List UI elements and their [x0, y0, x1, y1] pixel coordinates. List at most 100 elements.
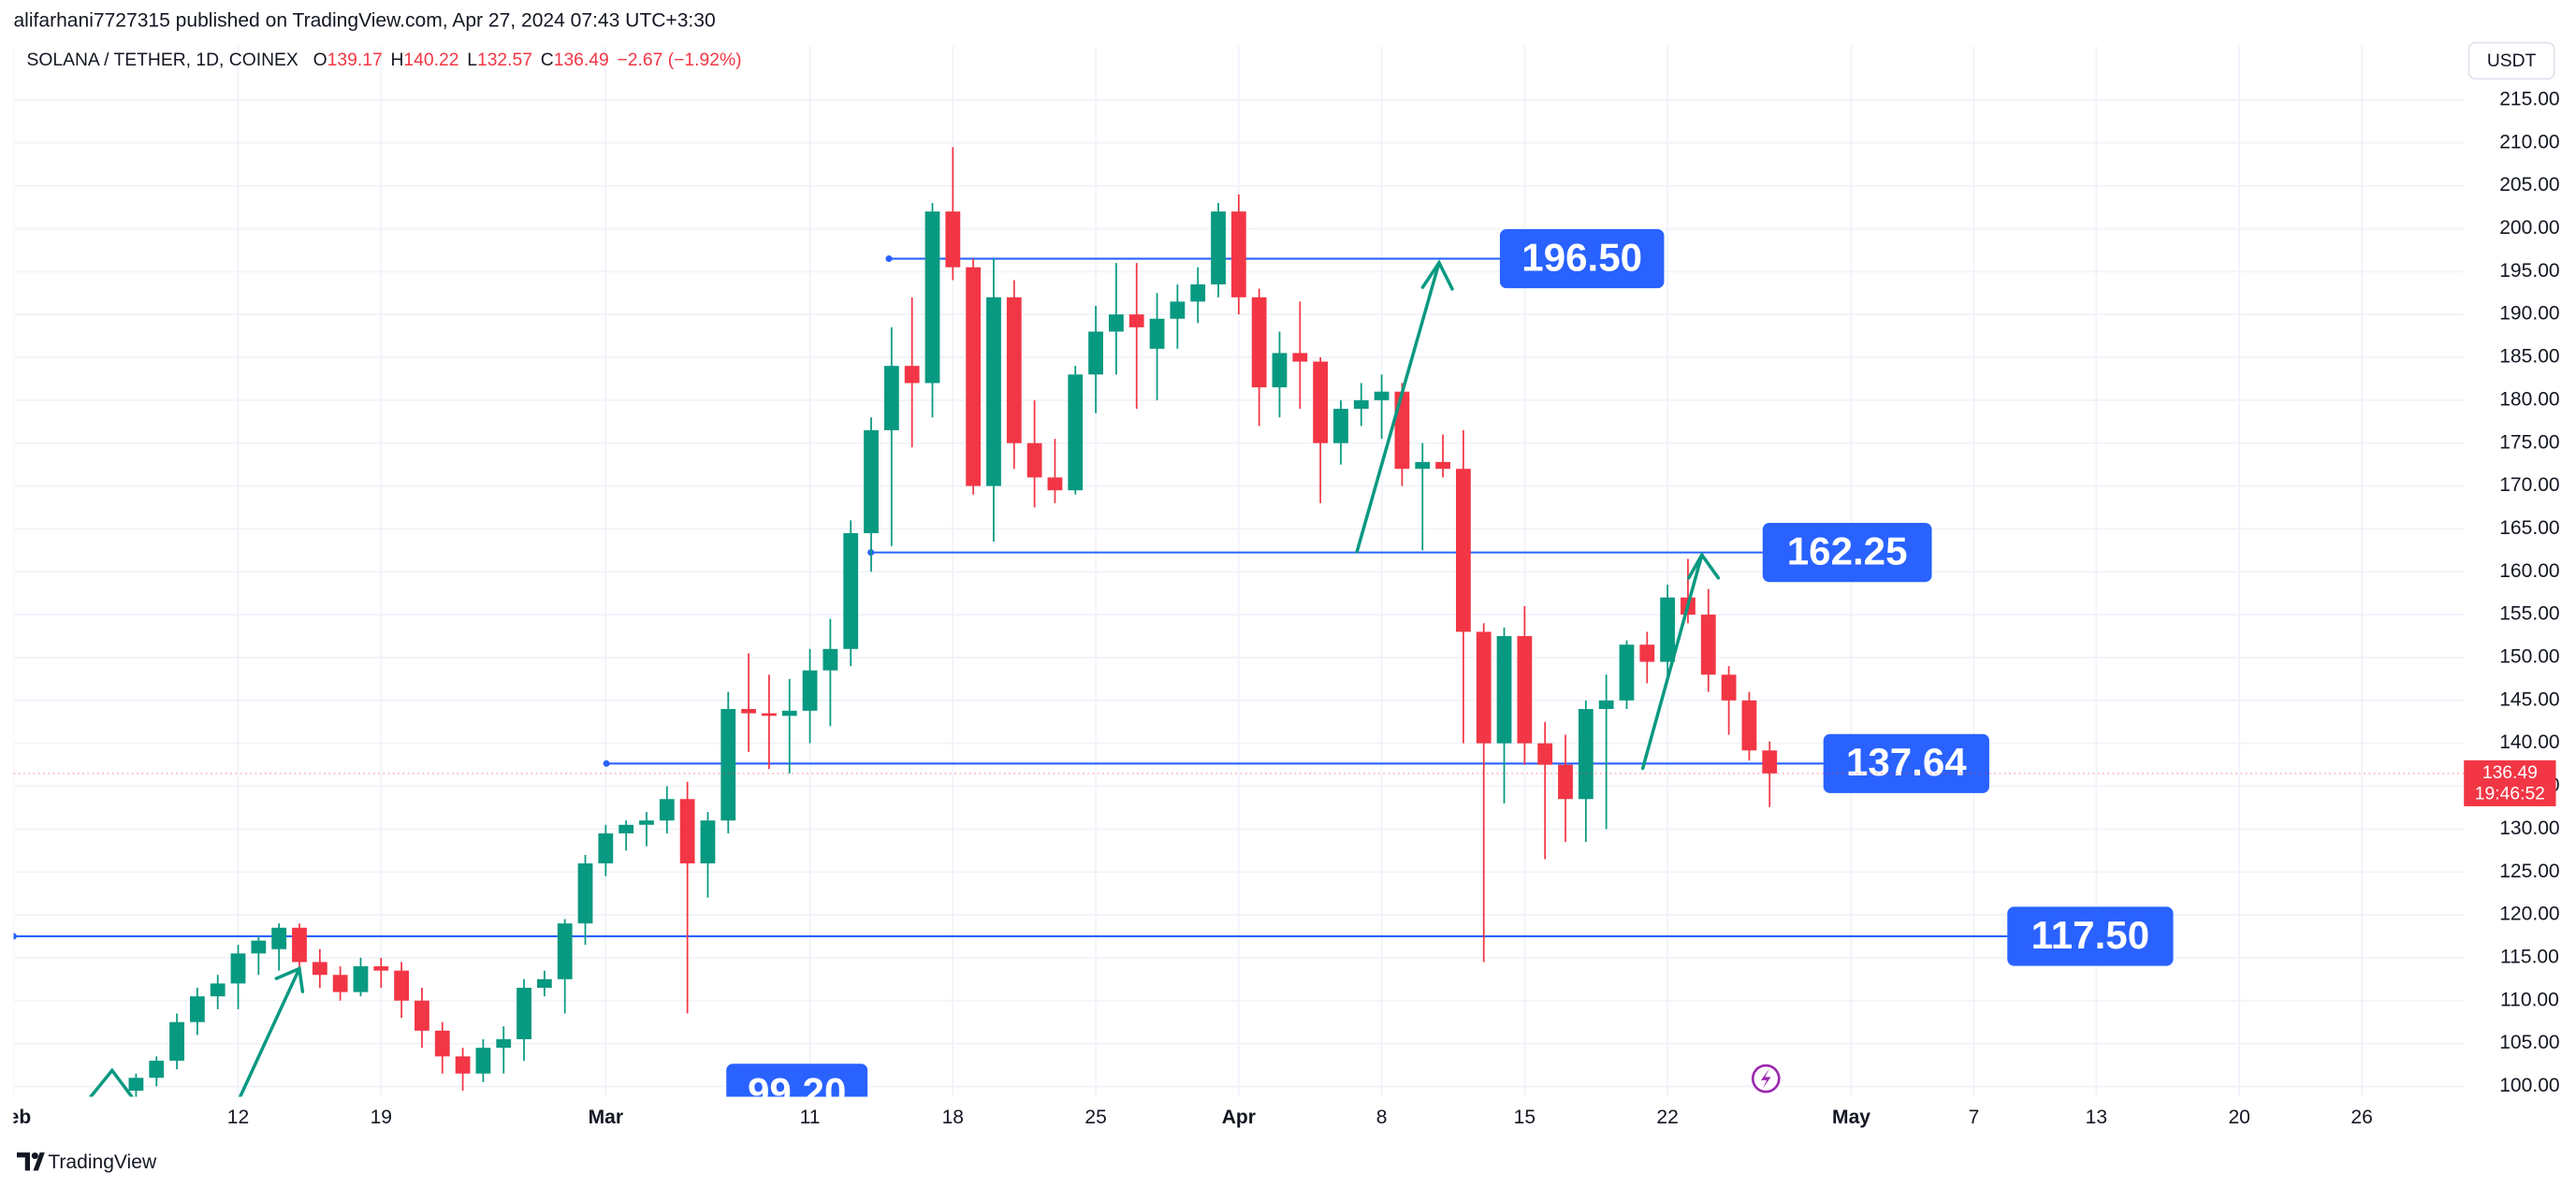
candle-body	[679, 799, 695, 864]
candle-body	[373, 966, 389, 971]
alert-bolt[interactable]	[1760, 1068, 1771, 1089]
arrow-head	[89, 1067, 134, 1097]
candle-body	[659, 799, 675, 821]
y-tick-label: 185.00	[2499, 346, 2559, 368]
currency[interactable]: USDT	[2487, 51, 2537, 71]
arrows	[89, 259, 1721, 1097]
candle-body	[1721, 674, 1737, 701]
candle-body	[394, 970, 410, 1001]
y-tick-label: 155.00	[2499, 603, 2559, 625]
y-tick-label: 145.00	[2499, 688, 2559, 710]
candle-body	[802, 670, 818, 711]
x-tick-label: 15	[1514, 1107, 1535, 1128]
y-tick-label: 110.00	[2500, 989, 2559, 1010]
candle-body	[945, 211, 961, 268]
candle-body	[843, 532, 859, 649]
x-tick-label: Mar	[589, 1107, 623, 1128]
candle-body	[883, 366, 899, 430]
arrow-head	[1420, 259, 1454, 291]
ohlc-label: H	[390, 51, 403, 70]
y-tick-label: 170.00	[2499, 474, 2559, 496]
logo-mark	[33, 1152, 45, 1171]
grid	[13, 46, 2465, 1097]
candle-body	[1292, 353, 1308, 362]
alert-icon[interactable]	[1751, 1064, 1781, 1093]
candle-body	[353, 966, 369, 992]
ohlc-value: 132.57	[477, 51, 532, 70]
x-tick-label: 13	[2086, 1107, 2107, 1128]
candle-body	[251, 940, 267, 954]
ohlc-value: 136.49	[554, 51, 609, 70]
candle-body	[230, 953, 246, 984]
candle-body	[1700, 615, 1716, 675]
y-tick-label: 140.00	[2499, 731, 2559, 753]
y-tick-label: 160.00	[2499, 560, 2559, 582]
y-tick-label: 100.00	[2499, 1075, 2559, 1096]
level-box[interactable]	[726, 1064, 868, 1122]
ohlc-label: O	[313, 51, 327, 70]
y-tick-label: 130.00	[2499, 818, 2559, 839]
candle-body	[966, 267, 982, 486]
candle-body	[822, 648, 838, 671]
candle-body	[455, 1056, 471, 1074]
price-tag-box	[2464, 760, 2556, 806]
price-tag-countdown: 19:46:52	[2475, 785, 2545, 804]
x-tick-label: 12	[227, 1107, 249, 1128]
level-box[interactable]	[2007, 906, 2174, 966]
arrow	[1355, 261, 1441, 554]
candle-body	[1149, 318, 1165, 349]
y-tick-label: 210.00	[2499, 131, 2559, 152]
candle-body	[1272, 353, 1288, 388]
y-tick-label: 105.00	[2499, 1032, 2559, 1053]
candle-body	[619, 824, 634, 833]
level-box[interactable]	[1499, 228, 1665, 289]
level-label[interactable]: 162.25	[1787, 529, 1908, 573]
arrow	[238, 966, 301, 1097]
y-tick-label: 125.00	[2499, 861, 2559, 882]
candle-body	[1558, 764, 1573, 800]
level-label[interactable]: 99.20	[748, 1070, 846, 1114]
arrow	[1640, 553, 1704, 771]
candle-body	[924, 211, 940, 384]
candle-body	[189, 996, 205, 1022]
candle-body	[741, 708, 756, 714]
x-axis: Feb 12 19 Mar 11 18 25 Apr 8 15 22 May 7 13 20 26	[13, 1107, 2372, 1128]
level-label[interactable]: 137.64	[1846, 740, 1967, 784]
candle-body	[577, 863, 593, 924]
currency-box[interactable]	[2467, 41, 2555, 80]
candle-body	[762, 713, 777, 717]
candle-body	[781, 710, 797, 717]
x-tick-label: 11	[800, 1107, 821, 1128]
level-label[interactable]: 117.50	[2031, 913, 2149, 957]
candle-body	[128, 1078, 144, 1092]
candle-body	[1455, 469, 1471, 632]
level-box[interactable]	[1762, 523, 1932, 583]
x-tick-label: 22	[1656, 1107, 1678, 1128]
candle-body	[1496, 636, 1512, 744]
candle-body	[1251, 297, 1267, 388]
x-tick-label: 18	[942, 1107, 964, 1128]
candle-body	[1313, 361, 1329, 443]
candle-body	[720, 708, 736, 821]
candle-body	[1517, 636, 1533, 744]
x-tick-label: May	[1832, 1107, 1870, 1128]
candle-body	[864, 429, 879, 533]
candle-body	[904, 366, 920, 384]
candle-body	[1230, 211, 1246, 297]
level-box[interactable]	[1823, 733, 1989, 793]
candle-body	[1639, 644, 1655, 662]
y-tick-label: 175.00	[2499, 431, 2559, 453]
y-tick-label: 205.00	[2499, 174, 2559, 195]
x-tick-label: 20	[2228, 1107, 2249, 1128]
candle-body	[1374, 391, 1390, 400]
level-label[interactable]: 196.50	[1521, 235, 1642, 279]
brand: TradingView	[48, 1151, 157, 1173]
y-tick-label: 115.00	[2500, 946, 2559, 967]
x-tick-label: 26	[2350, 1107, 2372, 1128]
y-tick-label: 195.00	[2499, 260, 2559, 282]
candle-body	[292, 927, 307, 963]
candle-body	[434, 1030, 450, 1057]
arrow-head	[274, 966, 305, 993]
